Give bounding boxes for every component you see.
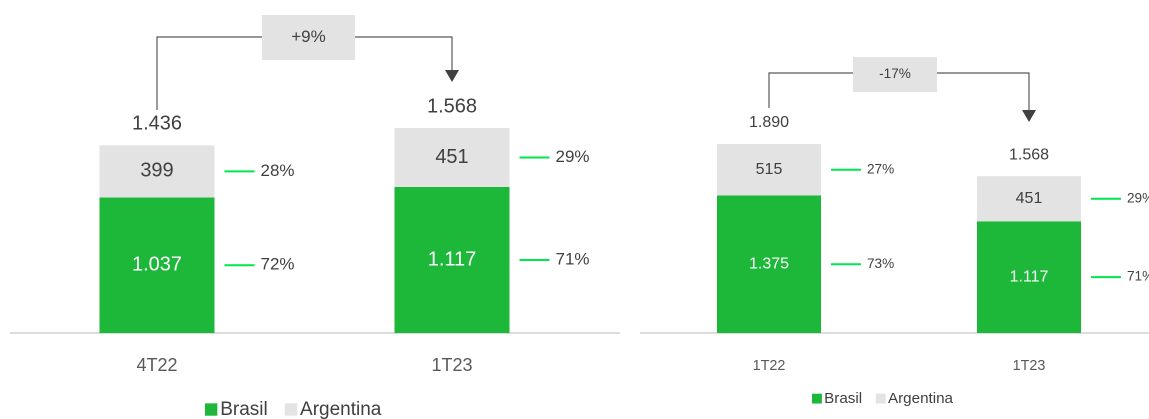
legend-label: Brasil (220, 399, 268, 419)
category-label: 1T23 (1013, 358, 1046, 374)
segment-label: 515 (756, 161, 783, 178)
bar-segment (394, 128, 510, 187)
segment-label: 451 (435, 146, 468, 168)
segment-label: 451 (1016, 190, 1043, 207)
total-label: 1.436 (132, 113, 182, 135)
bar-segment (99, 197, 215, 333)
segment-label: 399 (140, 160, 173, 182)
bar-segment (99, 145, 215, 198)
category-label: 1T22 (753, 358, 786, 374)
total-label: 1.568 (1009, 146, 1049, 163)
legend-swatch (812, 393, 822, 404)
legend-swatch (875, 393, 886, 404)
bar-segment (394, 186, 510, 333)
total-label: 1.890 (749, 114, 789, 131)
annotation: -17% (879, 66, 911, 81)
legend-label: Argentina (300, 399, 382, 419)
annotation-box (853, 57, 937, 92)
bar-segment (717, 195, 821, 333)
segment-label: 1.117 (1010, 268, 1049, 285)
share-label: 72% (261, 255, 295, 274)
share-label: 29% (556, 147, 590, 166)
share-label: 27% (867, 161, 894, 176)
total-label: 1.568 (427, 95, 477, 117)
legend-swatch (205, 403, 218, 416)
legend-label: Argentina (888, 390, 954, 407)
annotation: +9% (291, 27, 326, 46)
bar-segment (977, 221, 1081, 333)
bar-segment (717, 144, 821, 196)
share-label: 29% (1127, 190, 1149, 205)
bar-segment (977, 176, 1081, 222)
category-label: 1T23 (431, 355, 472, 375)
segment-label: 1.037 (132, 253, 182, 275)
share-label: 71% (556, 249, 590, 268)
category-label: 4T22 (136, 355, 177, 375)
share-label: 73% (867, 256, 894, 271)
annotation-box (262, 15, 355, 60)
legend-label: Brasil (824, 390, 862, 407)
arrow-head (445, 70, 459, 82)
legend-swatch (284, 403, 298, 416)
share-label: 28% (261, 161, 295, 180)
segment-label: 1.117 (428, 248, 477, 270)
share-label: 71% (1127, 269, 1149, 284)
segment-label: 1.375 (749, 255, 789, 272)
arrow-head (1022, 110, 1036, 122)
